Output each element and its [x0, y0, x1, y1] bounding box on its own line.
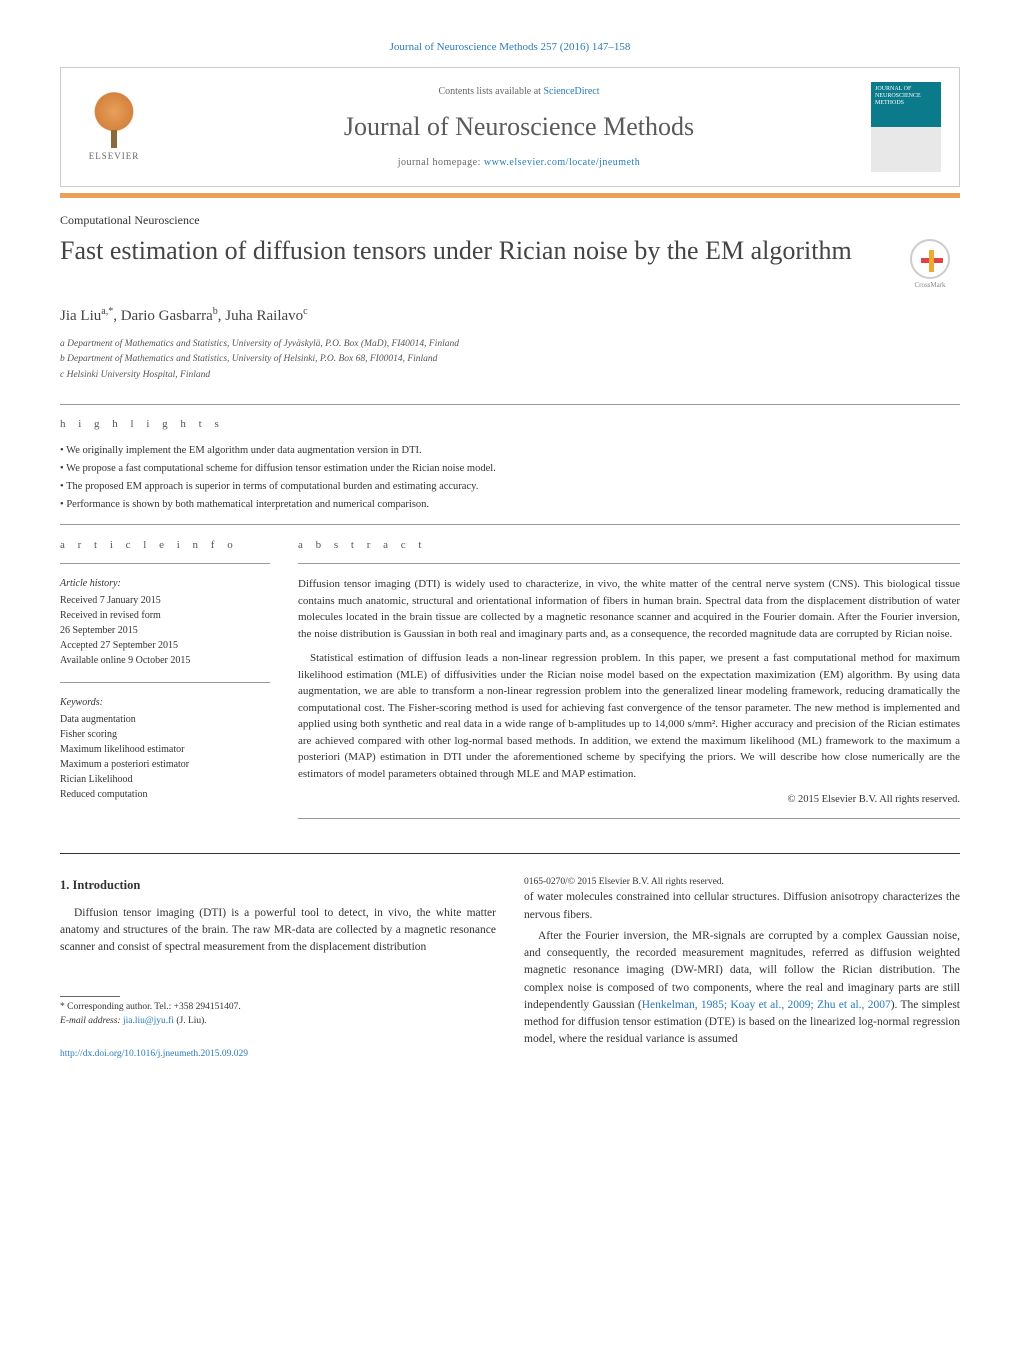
sciencedirect-link[interactable]: ScienceDirect [543, 86, 599, 97]
abstract-copyright: © 2015 Elsevier B.V. All rights reserved… [298, 792, 960, 808]
divider [60, 563, 270, 564]
homepage-prefix: journal homepage: [398, 157, 484, 168]
keywords: Keywords: Data augmentation Fisher scori… [60, 695, 270, 802]
contents-line: Contents lists available at ScienceDirec… [167, 85, 871, 99]
corresponding-line: * Corresponding author. Tel.: +358 29415… [60, 1001, 496, 1014]
article-info-heading: a r t i c l e i n f o [60, 537, 270, 554]
corresponding-author-note: * Corresponding author. Tel.: +358 29415… [60, 996, 496, 1028]
abstract-heading: a b s t r a c t [298, 537, 960, 554]
abstract-paragraph: Diffusion tensor imaging (DTI) is widely… [298, 576, 960, 642]
keyword: Maximum likelihood estimator [60, 742, 270, 757]
elsevier-tree-icon [84, 92, 144, 148]
keyword: Data augmentation [60, 712, 270, 727]
authors: Jia Liua,*, Dario Gasbarrab, Juha Railav… [60, 305, 960, 327]
article-info: a r t i c l e i n f o Article history: R… [60, 537, 270, 831]
history-line: Accepted 27 September 2015 [60, 638, 270, 653]
cover-thumb-title: JOURNAL OF NEUROSCIENCE METHODS [875, 86, 937, 106]
affiliations: a Department of Mathematics and Statisti… [60, 337, 960, 382]
divider [60, 682, 270, 683]
highlights-list: We originally implement the EM algorithm… [60, 442, 960, 513]
journal-header: ELSEVIER Contents lists available at Sci… [60, 67, 960, 187]
homepage-line: journal homepage: www.elsevier.com/locat… [167, 156, 871, 170]
body-paragraph: of water molecules constrained into cell… [524, 889, 960, 924]
accent-bar [60, 193, 960, 198]
elsevier-logo: ELSEVIER [79, 88, 149, 166]
email-line: E-mail address: jia.liu@jyu.fi (J. Liu). [60, 1015, 496, 1028]
body-paragraph: Diffusion tensor imaging (DTI) is a powe… [60, 905, 496, 957]
header-center: Contents lists available at ScienceDirec… [167, 85, 871, 169]
crossmark-label: CrossMark [914, 281, 945, 291]
journal-name: Journal of Neuroscience Methods [167, 109, 871, 145]
body-paragraph: After the Fourier inversion, the MR-sign… [524, 928, 960, 1049]
issn-copyright: 0165-0270/© 2015 Elsevier B.V. All right… [524, 876, 960, 889]
abstract-paragraph: Statistical estimation of diffusion lead… [298, 650, 960, 782]
section-label: Computational Neuroscience [60, 212, 960, 229]
affiliation: b Department of Mathematics and Statisti… [60, 352, 960, 366]
highlight-item: The proposed EM approach is superior in … [60, 478, 960, 496]
affiliation: a Department of Mathematics and Statisti… [60, 337, 960, 351]
contents-prefix: Contents lists available at [438, 86, 543, 97]
divider [298, 818, 960, 819]
highlight-item: Performance is shown by both mathematica… [60, 496, 960, 514]
citation-link[interactable]: Henkelman, 1985; Koay et al., 2009; Zhu … [642, 999, 891, 1011]
highlights-heading: h i g h l i g h t s [60, 417, 960, 432]
affiliation: c Helsinki University Hospital, Finland [60, 368, 960, 382]
keywords-label: Keywords: [60, 695, 270, 710]
footnote-rule [60, 996, 120, 997]
article-history: Article history: Received 7 January 2015… [60, 576, 270, 668]
divider [60, 524, 960, 525]
crossmark-icon [910, 239, 950, 279]
history-line: Received in revised form [60, 608, 270, 623]
intro-heading: 1. Introduction [60, 876, 496, 895]
abstract: a b s t r a c t Diffusion tensor imaging… [298, 537, 960, 831]
article-title: Fast estimation of diffusion tensors und… [60, 235, 900, 268]
crossmark-badge[interactable]: CrossMark [900, 235, 960, 295]
divider [298, 563, 960, 564]
body-text: 1. Introduction Diffusion tensor imaging… [60, 876, 960, 1061]
email-label: E-mail address: [60, 1016, 123, 1026]
keyword: Reduced computation [60, 787, 270, 802]
email-link[interactable]: jia.liu@jyu.fi [123, 1016, 174, 1026]
history-label: Article history: [60, 576, 270, 591]
highlight-item: We propose a fast computational scheme f… [60, 460, 960, 478]
history-line: Available online 9 October 2015 [60, 653, 270, 668]
elsevier-text: ELSEVIER [89, 150, 140, 163]
keyword: Fisher scoring [60, 727, 270, 742]
keyword: Maximum a posteriori estimator [60, 757, 270, 772]
highlight-item: We originally implement the EM algorithm… [60, 442, 960, 460]
doi-link[interactable]: http://dx.doi.org/10.1016/j.jneumeth.201… [60, 1049, 248, 1059]
thick-divider [60, 853, 960, 854]
info-abstract-row: a r t i c l e i n f o Article history: R… [60, 537, 960, 831]
keyword: Rician Likelihood [60, 772, 270, 787]
email-suffix: (J. Liu). [174, 1016, 207, 1026]
homepage-link[interactable]: www.elsevier.com/locate/jneumeth [484, 157, 640, 168]
history-line: Received 7 January 2015 [60, 593, 270, 608]
divider [60, 404, 960, 405]
header-citation: Journal of Neuroscience Methods 257 (201… [60, 40, 960, 55]
journal-cover-thumb: JOURNAL OF NEUROSCIENCE METHODS [871, 82, 941, 172]
history-line: 26 September 2015 [60, 623, 270, 638]
